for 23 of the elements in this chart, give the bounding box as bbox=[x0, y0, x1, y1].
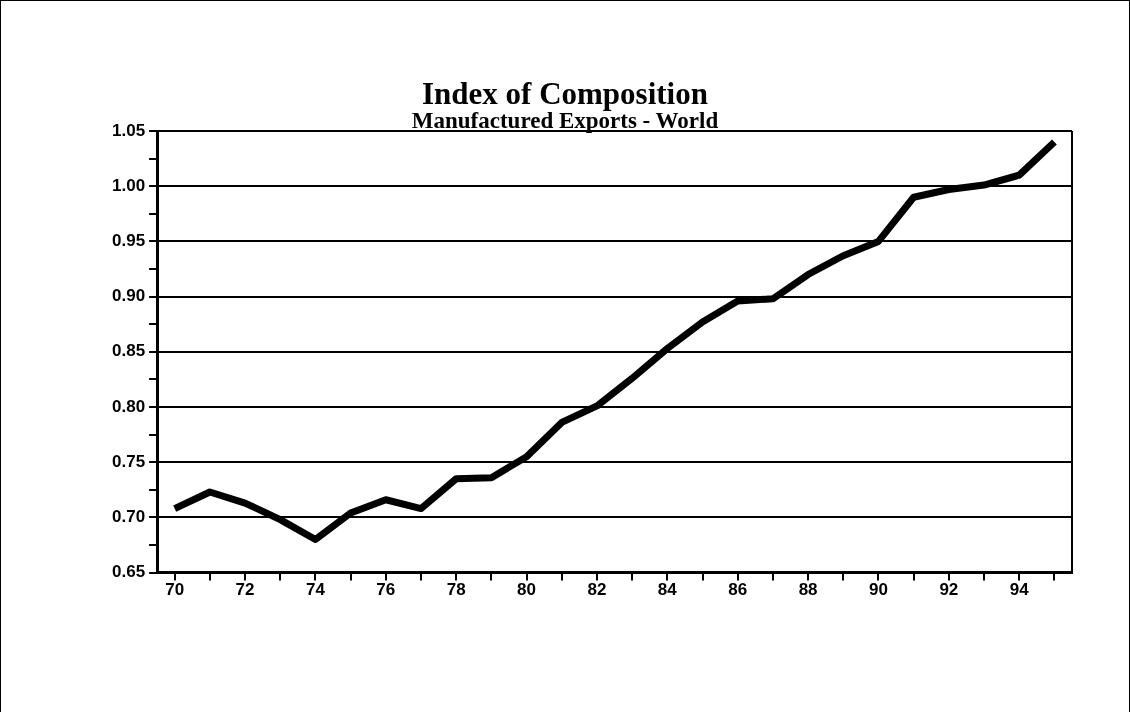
chart-title: Index of Composition bbox=[421, 76, 709, 112]
y-tick-label: 0.85 bbox=[111, 341, 146, 361]
y-tick-label: 1.00 bbox=[111, 175, 146, 195]
x-tick-label: 74 bbox=[305, 580, 326, 600]
x-tick-label: 86 bbox=[728, 580, 748, 600]
y-tick-label: 0.90 bbox=[111, 286, 146, 306]
x-tick-label: 78 bbox=[446, 580, 466, 600]
x-tick-label: 80 bbox=[517, 580, 537, 600]
y-tick-label: 0.80 bbox=[111, 396, 146, 416]
x-tick-label: 76 bbox=[376, 580, 396, 600]
x-tick-label: 88 bbox=[798, 580, 818, 600]
y-tick-label: 0.95 bbox=[111, 231, 146, 251]
y-tick-label: 0.75 bbox=[111, 451, 146, 471]
x-tick-label: 94 bbox=[1009, 580, 1030, 600]
y-tick-label: 0.65 bbox=[111, 562, 146, 582]
x-tick-label: 72 bbox=[235, 580, 255, 600]
y-tick-label: 1.05 bbox=[111, 120, 146, 140]
y-tick-label: 0.70 bbox=[111, 507, 146, 527]
x-tick-label: 90 bbox=[869, 580, 888, 600]
x-tick-label: 84 bbox=[657, 580, 678, 600]
x-tick-label: 92 bbox=[939, 580, 959, 600]
x-tick-label: 82 bbox=[587, 580, 607, 600]
x-tick-label: 70 bbox=[165, 580, 185, 600]
